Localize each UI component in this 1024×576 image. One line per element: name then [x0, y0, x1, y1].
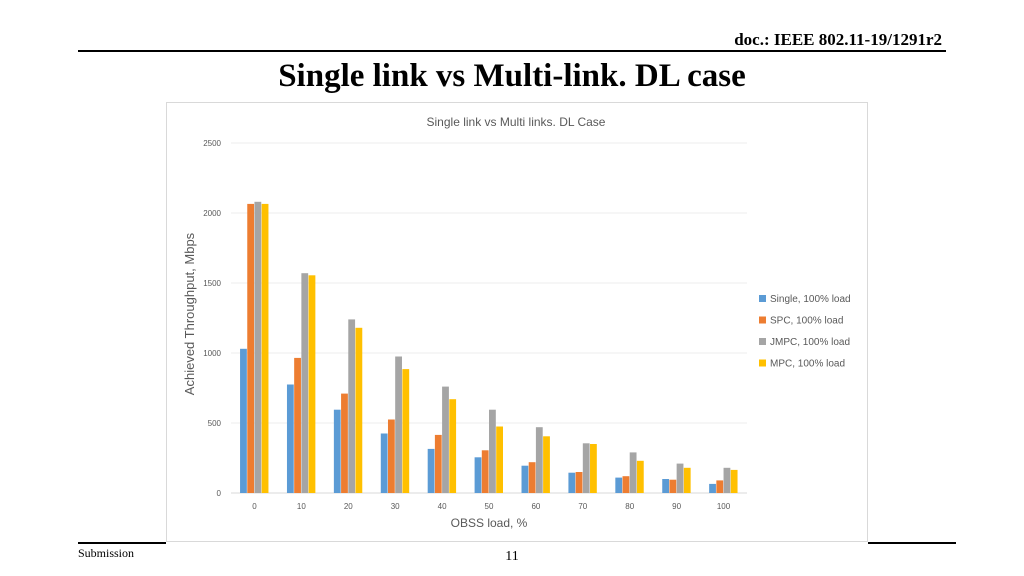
- bar-spc-20: [341, 393, 348, 493]
- x-tick-label: 100: [717, 502, 731, 511]
- throughput-bar-chart: Single link vs Multi links. DL Case05001…: [182, 115, 851, 530]
- bar-spc-50: [481, 450, 489, 493]
- bar-jmpc-0: [254, 201, 262, 494]
- bar-single-20: [333, 409, 341, 493]
- bar-mpc-10: [308, 275, 316, 493]
- legend-entry: MPC, 100% load: [770, 359, 845, 370]
- bar-spc-90: [669, 479, 677, 493]
- chart-frame: Single link vs Multi links. DL Case 0 500 1…: [166, 102, 868, 542]
- x-tick-label: 50: [485, 502, 494, 511]
- y-tick-label: 1000: [203, 349, 221, 358]
- slide-title: Single link vs Multi-link. DL case: [278, 58, 746, 94]
- y-tick-label: 500: [208, 419, 222, 428]
- bar-single-0: [240, 348, 247, 493]
- bar-jmpc-80: [629, 452, 637, 493]
- x-tick-label: 10: [297, 502, 306, 511]
- bar-single-50: [474, 457, 482, 493]
- page-number: 11: [505, 549, 519, 564]
- bar-mpc-40: [449, 399, 457, 493]
- bar-spc-40: [434, 434, 442, 493]
- bar-spc-0: [247, 203, 255, 493]
- legend-entry: JMPC, 100% load: [770, 337, 850, 348]
- legend-swatch: [759, 359, 766, 367]
- footer-rule-right: [868, 542, 956, 544]
- bar-mpc-20: [355, 327, 363, 493]
- bar-jmpc-20: [348, 319, 356, 493]
- legend-swatch: [759, 295, 766, 302]
- legend-swatch: [759, 316, 766, 324]
- bar-jmpc-10: [301, 273, 309, 493]
- footer-rule-left: [78, 542, 166, 544]
- bar-jmpc-100: [723, 467, 731, 493]
- bar-single-100: [709, 483, 716, 493]
- x-tick-label: 80: [625, 502, 634, 511]
- bar-jmpc-70: [582, 443, 590, 493]
- bar-single-80: [615, 477, 623, 493]
- bar-mpc-60: [543, 436, 550, 493]
- y-tick-label: 0: [217, 489, 222, 498]
- bar-mpc-70: [590, 444, 597, 493]
- y-tick-label: 2000: [203, 209, 221, 218]
- legend-entry: Single, 100% load: [770, 294, 851, 305]
- header-rule: [78, 50, 946, 52]
- bar-single-60: [521, 465, 529, 493]
- bar-jmpc-90: [676, 463, 684, 493]
- bar-spc-80: [622, 476, 630, 493]
- legend-entry: SPC, 100% load: [770, 316, 843, 327]
- bar-spc-30: [387, 419, 395, 493]
- bar-spc-60: [528, 462, 536, 493]
- chart-title: Single link vs Multi links. DL Case: [427, 115, 606, 129]
- bar-single-10: [286, 384, 294, 493]
- bar-spc-70: [575, 472, 583, 493]
- bar-spc-100: [716, 480, 724, 493]
- bar-single-30: [380, 433, 388, 493]
- bar-single-40: [427, 448, 435, 493]
- x-tick-label: 40: [438, 502, 447, 511]
- bar-jmpc-60: [535, 427, 543, 493]
- bar-mpc-30: [402, 369, 410, 493]
- bar-mpc-100: [730, 469, 738, 493]
- y-axis-label: Achieved Throughput, Mbps: [182, 232, 197, 395]
- y-tick-label: 2500: [203, 139, 221, 148]
- bar-single-90: [662, 479, 670, 493]
- x-tick-label: 70: [578, 502, 587, 511]
- bar-mpc-80: [636, 460, 644, 493]
- bar-single-70: [568, 472, 576, 493]
- x-tick-label: 30: [391, 502, 400, 511]
- x-tick-label: 90: [672, 502, 681, 511]
- bar-mpc-0: [261, 203, 269, 493]
- y-tick-label: 1500: [203, 279, 221, 288]
- bar-mpc-90: [683, 467, 691, 493]
- bar-mpc-50: [496, 426, 503, 493]
- x-tick-label: 20: [344, 502, 353, 511]
- bar-jmpc-30: [395, 356, 402, 493]
- legend-swatch: [759, 338, 766, 345]
- submission-label: Submission: [78, 546, 135, 560]
- x-tick-label: 60: [531, 502, 540, 511]
- bar-jmpc-40: [442, 386, 449, 493]
- bar-jmpc-50: [489, 409, 496, 493]
- document-id: doc.: IEEE 802.11-19/1291r2: [734, 30, 942, 49]
- bar-spc-10: [294, 357, 301, 493]
- x-tick-label: 0: [252, 502, 257, 511]
- x-axis-label: OBSS load, %: [451, 516, 528, 530]
